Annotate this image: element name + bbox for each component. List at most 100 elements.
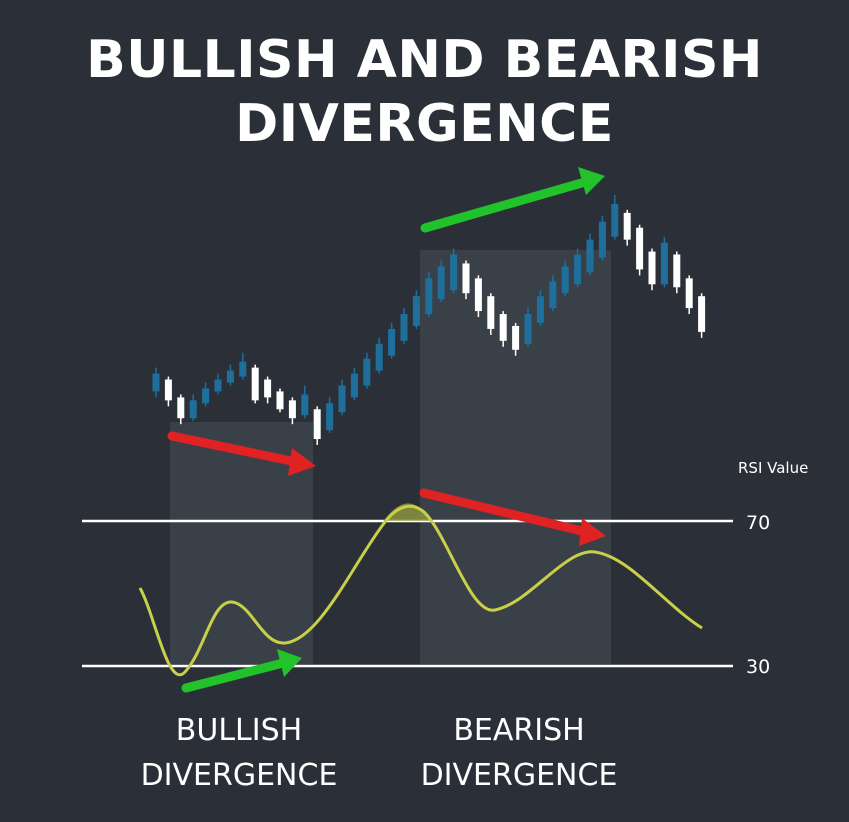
candle-body — [375, 343, 383, 371]
candle-bull — [388, 322, 396, 359]
rsi-line — [138, 504, 703, 677]
candle-body — [350, 373, 358, 398]
candle-bear — [487, 293, 495, 335]
bullish-divergence-caption: BULLISH DIVERGENCE — [128, 708, 350, 798]
candle-body — [164, 379, 172, 401]
rsi-70-label: 70 — [746, 512, 770, 534]
candle-body — [226, 370, 234, 383]
candle-bear — [673, 251, 681, 294]
candle-body — [388, 328, 396, 356]
candle-bear — [623, 209, 631, 246]
candle-bull — [598, 215, 606, 261]
candle-body — [561, 266, 569, 294]
candle-body — [487, 296, 495, 329]
candle-body — [189, 400, 197, 419]
candle-body — [685, 278, 693, 309]
price-higher-high-arrow — [420, 167, 605, 233]
candle-bull — [226, 364, 234, 386]
candle-body — [301, 394, 309, 416]
candle-bull — [561, 260, 569, 297]
candle-bull — [326, 397, 334, 434]
candle-body — [251, 367, 259, 401]
candle-bull — [363, 352, 371, 389]
candle-body — [574, 254, 582, 285]
candle-body — [450, 254, 458, 291]
candle-body — [363, 358, 371, 386]
candle-bull — [425, 272, 433, 318]
price-candles — [152, 195, 706, 445]
candle-body — [313, 409, 321, 440]
candle-bull — [239, 352, 247, 380]
candle-body — [412, 296, 420, 326]
candle-bull — [400, 308, 408, 344]
candle-bear — [636, 224, 644, 276]
rsi-higher-low-arrow — [181, 649, 302, 693]
candle-body — [288, 400, 296, 419]
candle-bear — [462, 260, 470, 300]
candle-bull — [437, 260, 445, 303]
candle-bear — [685, 275, 693, 315]
candle-bear — [276, 388, 284, 413]
bearish-divergence-caption: BEARISH DIVERGENCE — [408, 708, 630, 798]
candle-body — [660, 242, 668, 285]
candle-body — [586, 239, 594, 273]
candle-bull — [338, 379, 346, 416]
candle-bull — [524, 308, 532, 347]
title-line-1: BULLISH AND BEARISH — [86, 30, 763, 90]
candle-bear — [648, 248, 656, 291]
candle-bear — [251, 364, 259, 404]
candle-body — [549, 281, 557, 309]
candle-body — [598, 221, 606, 258]
candle-body — [512, 325, 520, 350]
candle-body — [462, 263, 470, 294]
bullish-caption-line-1: BULLISH — [175, 713, 303, 748]
candle-body — [400, 314, 408, 341]
bullish-caption-line-2: DIVERGENCE — [140, 758, 338, 793]
rsi-axis-label: RSI Value — [738, 459, 808, 477]
candle-bear — [313, 406, 321, 445]
candle-bull — [214, 373, 222, 395]
candle-bear — [474, 275, 482, 318]
candle-body — [276, 391, 284, 410]
candle-body — [425, 278, 433, 315]
candle-body — [648, 251, 656, 285]
candle-body — [698, 296, 706, 332]
candle-bull — [574, 248, 582, 288]
candle-bull — [611, 195, 619, 240]
candle-bear — [177, 394, 185, 425]
candle-body — [177, 397, 185, 419]
candle-body — [673, 254, 681, 288]
bearish-zone-highlight — [420, 250, 611, 664]
candle-body — [202, 388, 210, 404]
candle-body — [536, 296, 544, 323]
candle-bull — [660, 236, 668, 288]
bearish-caption-line-1: BEARISH — [453, 713, 585, 748]
candle-bear — [164, 376, 172, 407]
candle-bull — [549, 275, 557, 312]
rsi-lower-high-arrow — [419, 488, 606, 546]
candle-bear — [499, 311, 507, 347]
candle-body — [152, 373, 160, 392]
candle-bear — [512, 322, 520, 356]
candle-body — [611, 203, 619, 237]
candle-bull — [375, 337, 383, 374]
candle-bear — [288, 397, 296, 425]
candle-body — [437, 266, 445, 300]
rsi-30-label: 30 — [746, 656, 770, 678]
price-lower-low-arrow — [167, 431, 316, 476]
candle-bull — [450, 248, 458, 294]
candle-bull — [412, 290, 420, 329]
candle-body — [326, 403, 334, 431]
candle-bull — [202, 382, 210, 407]
candle-body — [636, 227, 644, 270]
candle-bull — [350, 367, 358, 401]
candle-body — [264, 379, 272, 398]
candle-body — [338, 385, 346, 413]
candle-body — [239, 361, 247, 377]
candle-bull — [189, 394, 197, 422]
candle-bull — [536, 290, 544, 326]
candle-body — [524, 314, 532, 344]
candle-body — [499, 314, 507, 341]
candle-bull — [152, 367, 160, 398]
